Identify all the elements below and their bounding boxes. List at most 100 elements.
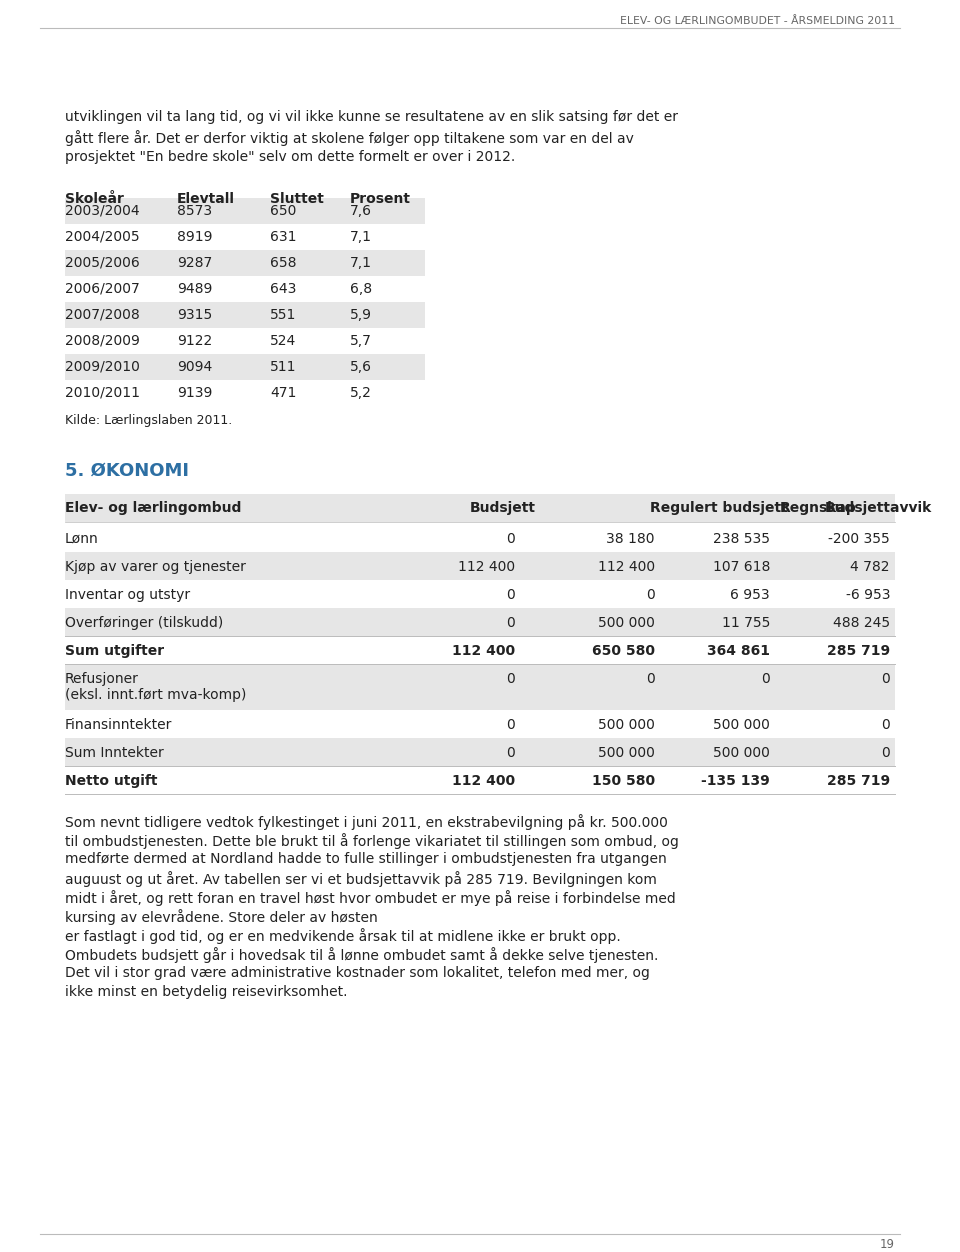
Text: 500 000: 500 000 <box>713 746 770 760</box>
Text: er fastlagt i god tid, og er en medvikende årsak til at midlene ikke er brukt op: er fastlagt i god tid, og er en medviken… <box>65 928 621 944</box>
Text: 0: 0 <box>761 672 770 686</box>
Text: 0: 0 <box>881 717 890 732</box>
Text: 0: 0 <box>506 588 515 602</box>
Text: 5,7: 5,7 <box>350 334 372 348</box>
Text: 471: 471 <box>270 386 297 399</box>
Text: 0: 0 <box>506 746 515 760</box>
Text: 0: 0 <box>506 616 515 630</box>
Text: 285 719: 285 719 <box>827 644 890 659</box>
Text: 643: 643 <box>270 282 297 295</box>
Text: 0: 0 <box>881 672 890 686</box>
Text: 11 755: 11 755 <box>722 616 770 630</box>
Text: 0: 0 <box>881 746 890 760</box>
Text: 2005/2006: 2005/2006 <box>65 255 140 270</box>
Text: 2006/2007: 2006/2007 <box>65 282 140 295</box>
Bar <box>65 664 895 710</box>
Text: Sum utgifter: Sum utgifter <box>65 644 164 659</box>
Text: 9489: 9489 <box>177 282 212 295</box>
Text: 112 400: 112 400 <box>598 560 655 573</box>
Text: 9122: 9122 <box>177 334 212 348</box>
Text: Netto utgift: Netto utgift <box>65 774 157 788</box>
Bar <box>65 354 425 381</box>
Text: til ombudstjenesten. Dette ble brukt til å forlenge vikariatet til stillingen so: til ombudstjenesten. Dette ble brukt til… <box>65 833 679 849</box>
Text: Regnskap: Regnskap <box>780 501 856 515</box>
Text: 511: 511 <box>270 361 297 374</box>
Text: Skoleår: Skoleår <box>65 192 124 207</box>
Text: 0: 0 <box>506 672 515 686</box>
Text: 9315: 9315 <box>177 308 212 322</box>
Text: Budsjett: Budsjett <box>470 501 536 515</box>
Text: 19: 19 <box>880 1238 895 1251</box>
Text: 112 400: 112 400 <box>452 774 515 788</box>
Bar <box>65 250 425 275</box>
Text: 5,9: 5,9 <box>350 308 372 322</box>
Text: (eksl. innt.ført mva-komp): (eksl. innt.ført mva-komp) <box>65 689 247 702</box>
Text: 6 953: 6 953 <box>731 588 770 602</box>
Text: 488 245: 488 245 <box>833 616 890 630</box>
Text: 4 782: 4 782 <box>851 560 890 573</box>
Bar <box>65 302 425 328</box>
Text: -200 355: -200 355 <box>828 532 890 546</box>
Text: 8573: 8573 <box>177 204 212 218</box>
Text: prosjektet "En bedre skole" selv om dette formelt er over i 2012.: prosjektet "En bedre skole" selv om dett… <box>65 150 516 164</box>
Text: Det vil i stor grad være administrative kostnader som lokalitet, telefon med mer: Det vil i stor grad være administrative … <box>65 967 650 980</box>
Text: 500 000: 500 000 <box>598 717 655 732</box>
Bar <box>65 737 895 766</box>
Text: auguust og ut året. Av tabellen ser vi et budsjettavvik på 285 719. Bevilgningen: auguust og ut året. Av tabellen ser vi e… <box>65 871 657 886</box>
Text: 238 535: 238 535 <box>713 532 770 546</box>
Text: ELEV- OG LÆRLINGOMBUDET - ÅRSMELDING 2011: ELEV- OG LÆRLINGOMBUDET - ÅRSMELDING 201… <box>620 16 895 26</box>
Text: 5. ØKONOMI: 5. ØKONOMI <box>65 462 189 480</box>
Text: 8919: 8919 <box>177 230 212 244</box>
Bar <box>65 608 895 636</box>
Text: 650: 650 <box>270 204 297 218</box>
Text: 2007/2008: 2007/2008 <box>65 308 140 322</box>
Text: 5,6: 5,6 <box>350 361 372 374</box>
Text: 0: 0 <box>506 532 515 546</box>
Text: 5,2: 5,2 <box>350 386 372 399</box>
Text: 0: 0 <box>646 588 655 602</box>
Bar <box>65 198 425 224</box>
Text: 38 180: 38 180 <box>607 532 655 546</box>
Text: Sluttet: Sluttet <box>270 192 324 207</box>
Bar <box>65 495 895 522</box>
Text: Som nevnt tidligere vedtok fylkestinget i juni 2011, en ekstrabevilgning på kr. : Som nevnt tidligere vedtok fylkestinget … <box>65 814 668 830</box>
Text: 112 400: 112 400 <box>458 560 515 573</box>
Text: 2003/2004: 2003/2004 <box>65 204 139 218</box>
Text: 9139: 9139 <box>177 386 212 399</box>
Text: 2010/2011: 2010/2011 <box>65 386 140 399</box>
Text: 2008/2009: 2008/2009 <box>65 334 140 348</box>
Text: 500 000: 500 000 <box>598 746 655 760</box>
Text: Elevtall: Elevtall <box>177 192 235 207</box>
Text: midt i året, og rett foran en travel høst hvor ombudet er mye på reise i forbind: midt i året, og rett foran en travel høs… <box>65 890 676 906</box>
Text: -135 139: -135 139 <box>701 774 770 788</box>
Text: 9287: 9287 <box>177 255 212 270</box>
Text: Refusjoner: Refusjoner <box>65 672 139 686</box>
Text: 658: 658 <box>270 255 297 270</box>
Bar <box>65 552 895 580</box>
Text: 631: 631 <box>270 230 297 244</box>
Text: gått flere år. Det er derfor viktig at skolene følger opp tiltakene som var en d: gått flere år. Det er derfor viktig at s… <box>65 130 634 146</box>
Text: Inventar og utstyr: Inventar og utstyr <box>65 588 190 602</box>
Text: 2009/2010: 2009/2010 <box>65 361 140 374</box>
Text: Kjøp av varer og tjenester: Kjøp av varer og tjenester <box>65 560 246 573</box>
Text: 524: 524 <box>270 334 297 348</box>
Text: 7,1: 7,1 <box>350 230 372 244</box>
Text: 2004/2005: 2004/2005 <box>65 230 139 244</box>
Text: kursing av elevrådene. Store deler av høsten: kursing av elevrådene. Store deler av hø… <box>65 909 377 925</box>
Text: ikke minst en betydelig reisevirksomhet.: ikke minst en betydelig reisevirksomhet. <box>65 985 348 999</box>
Text: 150 580: 150 580 <box>592 774 655 788</box>
Text: 500 000: 500 000 <box>713 717 770 732</box>
Text: Lønn: Lønn <box>65 532 99 546</box>
Text: 0: 0 <box>506 717 515 732</box>
Text: 112 400: 112 400 <box>452 644 515 659</box>
Text: Prosent: Prosent <box>350 192 411 207</box>
Text: Elev- og lærlingombud: Elev- og lærlingombud <box>65 501 241 515</box>
Text: Kilde: Lærlingslaben 2011.: Kilde: Lærlingslaben 2011. <box>65 414 232 427</box>
Text: Finansinntekter: Finansinntekter <box>65 717 173 732</box>
Text: 107 618: 107 618 <box>712 560 770 573</box>
Text: 551: 551 <box>270 308 297 322</box>
Text: utviklingen vil ta lang tid, og vi vil ikke kunne se resultatene av en slik sats: utviklingen vil ta lang tid, og vi vil i… <box>65 110 678 124</box>
Text: Overføringer (tilskudd): Overføringer (tilskudd) <box>65 616 224 630</box>
Text: 0: 0 <box>646 672 655 686</box>
Text: 7,1: 7,1 <box>350 255 372 270</box>
